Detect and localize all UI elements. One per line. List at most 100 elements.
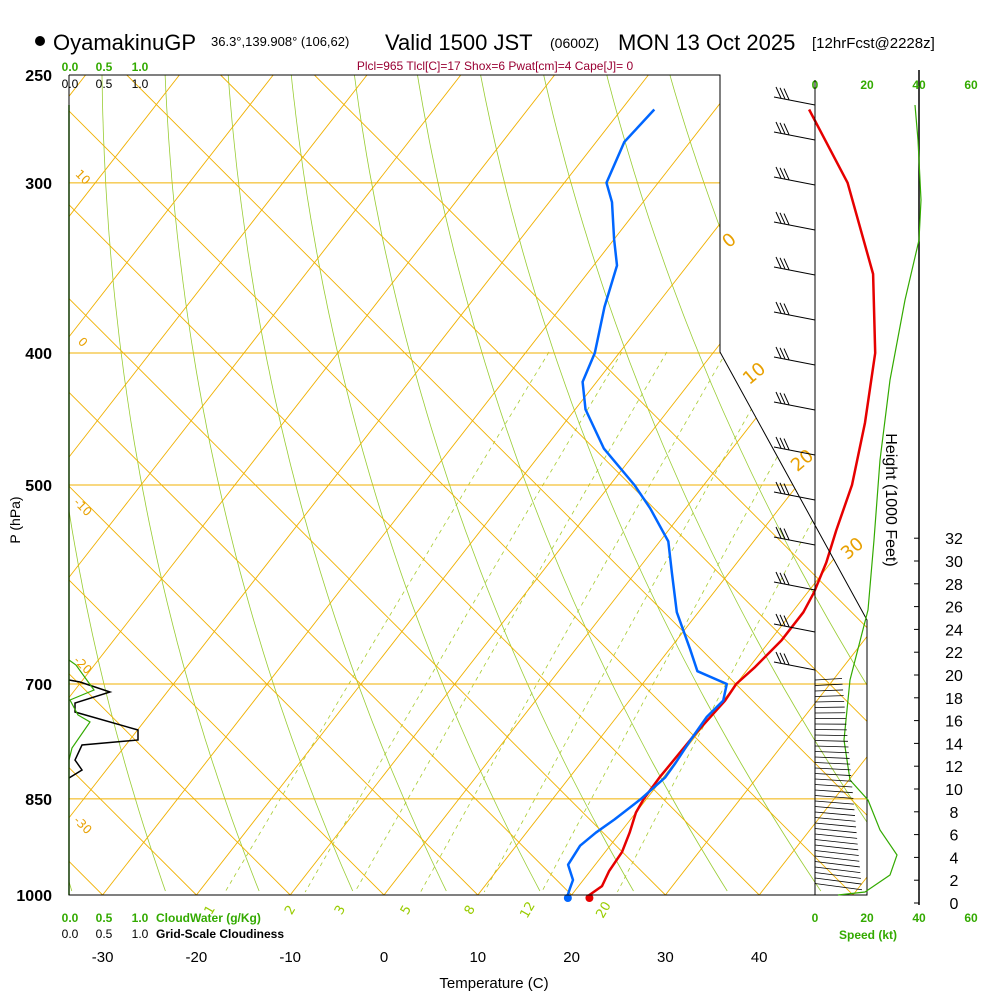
wind-barb-lower [814, 828, 857, 834]
valid-time: Valid 1500 JST [385, 30, 533, 55]
speed-tick-bottom: 60 [964, 911, 978, 925]
dry-adiabat-label: 0 [718, 229, 740, 252]
pressure-axis: 250 300 400 500 700 850 1000 [16, 68, 52, 905]
isotherm-label: -10 [71, 495, 95, 519]
wind-barb-lower [814, 678, 843, 681]
temperature-tick-label: 40 [751, 949, 768, 966]
wind-barb-lower [814, 806, 855, 811]
wind-barb-lower [814, 811, 855, 816]
wind-barb-lower [814, 877, 862, 885]
dry-adiabat [290, 75, 541, 892]
mixing-ratio-label: 20 [593, 899, 614, 921]
dry-adiabat-label: 10 [739, 358, 770, 389]
wind-barb-flag [775, 256, 782, 269]
dry-adiabat [606, 75, 867, 892]
wind-barb [773, 661, 816, 671]
cloud-scale-bottom-green: 1.0 [132, 911, 149, 925]
temperature-line [588, 108, 877, 897]
wind-barb [773, 401, 816, 411]
wind-barb [773, 96, 816, 106]
wind-barb [773, 356, 816, 366]
cloudwater-profile [68, 659, 95, 761]
wind-barb-lower [814, 844, 859, 851]
cloud-scale-top-green: 0.5 [96, 60, 113, 74]
wind-barb [773, 491, 816, 501]
dry-adiabat [69, 75, 166, 892]
wind-barb-flag [775, 651, 782, 664]
wind-barb-lower [814, 850, 859, 856]
pressure-tick-label: 700 [25, 677, 52, 694]
wind-barb-lower [814, 784, 853, 788]
dry-adiabat [227, 75, 447, 892]
dry-adiabat [543, 75, 867, 892]
wind-barb-flag [783, 258, 790, 270]
pressure-tick-label: 300 [25, 176, 52, 193]
sounding-indices: Plcl=965 Tlcl[C]=17 Shox=6 Pwat[cm]=4 Ca… [357, 59, 634, 73]
height-tick-label: 0 [950, 896, 959, 913]
height-tick-label: 8 [950, 805, 959, 822]
isotherm [69, 75, 274, 895]
wind-barb-flag [779, 122, 786, 135]
wind-barb-flag [775, 436, 782, 449]
wind-barb-lower [814, 734, 848, 736]
cloud-scale-bottom-green: 0.0 [62, 911, 79, 925]
dry-adiabat [985, 75, 1000, 891]
height-tick-label: 12 [945, 759, 963, 776]
wind-barb-flag [775, 301, 782, 314]
wind-barb-flag [775, 391, 782, 404]
wind-barb-lower [814, 740, 848, 742]
y-axis-label: P (hPa) [7, 496, 23, 543]
cloud-scale-top-black: 1.0 [132, 77, 149, 91]
speed-tick-top: 60 [964, 78, 978, 92]
plot-frame [68, 74, 868, 896]
station-coords: 36.3°,139.908° (106,62) [211, 34, 349, 49]
temperature-tick-label: -30 [92, 949, 114, 966]
wind-barb-lower [814, 822, 857, 828]
cloud-scale-top-green: 1.0 [132, 60, 149, 74]
wind-barb-flag [783, 438, 790, 450]
wind-barb-flag [775, 86, 782, 99]
wind-barb-flag [783, 615, 790, 627]
mixing-ratio-label: 3 [332, 903, 349, 918]
cloud-scale-top-black: 0.5 [96, 77, 113, 91]
wind-barb-lower [814, 855, 860, 862]
wind-barb-lower [814, 833, 858, 839]
mixing-ratio-line [617, 351, 867, 893]
wind-barb-flag [779, 482, 786, 495]
title-bullet [35, 36, 45, 46]
wind-barb-flag [779, 167, 786, 180]
cloud-scale-top-green: 0.0 [62, 60, 79, 74]
dry-adiabat [858, 75, 867, 892]
wind-barb-flag [779, 614, 786, 627]
speed-tick-bottom: 0 [812, 911, 819, 925]
temperature-tick-label: 30 [657, 949, 674, 966]
surface-temperature-marker [585, 894, 594, 902]
wind-speed-profile [837, 104, 922, 896]
speed-tick-bottom: 40 [912, 911, 926, 925]
utc-time: (0600Z) [550, 35, 599, 51]
isotherm [665, 75, 867, 895]
wind-barb-lower [814, 800, 854, 805]
mixing-ratio-label: 2 [282, 903, 299, 918]
dry-adiabat [417, 75, 728, 892]
cloudiness-profile [68, 679, 139, 779]
wind-barb-lower [814, 789, 853, 794]
wind-barb [773, 131, 816, 141]
wind-barb-lower [814, 745, 849, 748]
pressure-tick-label: 850 [25, 792, 52, 809]
dry-adiabat [101, 75, 260, 892]
dewpoint-line [566, 108, 729, 896]
station-name: OyamakinuGP [53, 30, 196, 55]
cloud-scale-bottom-black: 0.5 [96, 927, 113, 941]
wind-barb-lower [814, 767, 851, 771]
wind-barb-flag [779, 652, 786, 665]
wind-barb-flag [775, 211, 782, 224]
moist-adiabat [69, 75, 385, 895]
wind-barb-lower [814, 872, 861, 879]
wind-barb-lower [814, 861, 860, 868]
wind-barb-flag [783, 303, 790, 315]
wind-barb-flag [783, 348, 790, 360]
height-tick-label: 18 [945, 691, 963, 708]
wind-barb [773, 623, 816, 633]
wind-barb-flag [779, 392, 786, 405]
